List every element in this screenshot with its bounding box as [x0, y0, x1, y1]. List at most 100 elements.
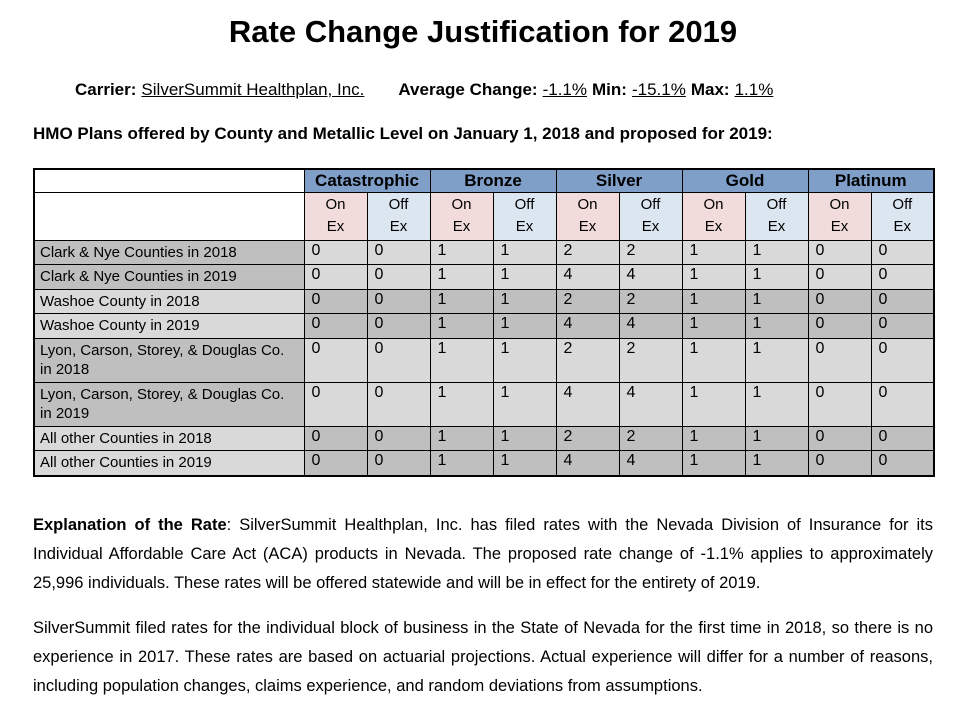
value-cell: 0: [870, 381, 935, 427]
value-cell: 0: [807, 381, 872, 427]
value-cell: 0: [303, 239, 368, 265]
row-label: Lyon, Carson, Storey, & Douglas Co. in 2…: [33, 381, 305, 427]
off-ex-header-gold: Off Ex: [744, 191, 809, 241]
off-ex-header-bronze: Off Ex: [492, 191, 557, 241]
value-cell: 0: [303, 288, 368, 314]
table-row: All other Counties in 2019 0 0 1 1 4 4 1 1 0 0: [33, 450, 935, 476]
value-cell: 1: [429, 264, 494, 290]
value-cell: 1: [492, 239, 557, 265]
value-cell: 4: [618, 450, 683, 476]
value-cell: 1: [429, 313, 494, 339]
min-label: Min:: [592, 80, 627, 99]
corner-cell: [33, 191, 305, 241]
on-ex-header-catastrophic: On Ex: [303, 191, 368, 241]
value-cell: 1: [429, 288, 494, 314]
value-cell: 1: [744, 313, 809, 339]
value-cell: 1: [681, 450, 746, 476]
table-row: Clark & Nye Counties in 2019 0 0 1 1 4 4 1 1 0 0: [33, 264, 935, 290]
value-cell: 2: [555, 425, 620, 451]
off-ex-header-platinum: Off Ex: [870, 191, 935, 241]
min-value: -15.1%: [631, 80, 686, 99]
value-cell: 2: [618, 239, 683, 265]
exchange-header-row: On Ex Off Ex On Ex Off Ex On Ex Off Ex On Ex Of…: [33, 191, 935, 241]
row-label: Washoe County in 2019: [33, 313, 305, 339]
value-cell: 0: [303, 337, 368, 383]
value-cell: 1: [744, 288, 809, 314]
off-ex-header-catastrophic: Off Ex: [366, 191, 431, 241]
value-cell: 1: [681, 288, 746, 314]
value-cell: 0: [870, 425, 935, 451]
average-change-label: Average Change:: [398, 80, 538, 99]
value-cell: 2: [555, 288, 620, 314]
value-cell: 0: [807, 288, 872, 314]
row-label: Clark & Nye Counties in 2018: [33, 239, 305, 265]
value-cell: 0: [366, 337, 431, 383]
value-cell: 1: [492, 264, 557, 290]
value-cell: 1: [744, 239, 809, 265]
table-row: All other Counties in 2018 0 0 1 1 2 2 1 1 0 0: [33, 425, 935, 451]
metal-header-row: Catastrophic Bronze Silver Gold Platinum: [33, 168, 935, 193]
value-cell: 2: [618, 288, 683, 314]
value-cell: 0: [303, 264, 368, 290]
value-cell: 0: [303, 425, 368, 451]
value-cell: 4: [618, 313, 683, 339]
value-cell: 0: [807, 239, 872, 265]
value-cell: 0: [870, 239, 935, 265]
value-cell: 1: [744, 337, 809, 383]
plans-table: Catastrophic Bronze Silver Gold Platinum On …: [33, 168, 936, 477]
value-cell: 1: [681, 264, 746, 290]
table-row: Washoe County in 2018 0 0 1 1 2 2 1 1 0 0: [33, 288, 935, 314]
value-cell: 0: [303, 450, 368, 476]
value-cell: 0: [870, 337, 935, 383]
on-ex-header-bronze: On Ex: [429, 191, 494, 241]
value-cell: 2: [618, 425, 683, 451]
value-cell: 0: [366, 450, 431, 476]
value-cell: 2: [555, 239, 620, 265]
value-cell: 0: [807, 337, 872, 383]
explanation-paragraph: Explanation of the Rate: SilverSummit He…: [33, 511, 933, 598]
carrier-label: Carrier:: [75, 80, 137, 99]
value-cell: 1: [744, 450, 809, 476]
off-ex-header-silver: Off Ex: [618, 191, 683, 241]
corner-cell: [33, 168, 305, 193]
value-cell: 1: [429, 337, 494, 383]
value-cell: 1: [681, 425, 746, 451]
max-label: Max:: [690, 80, 730, 99]
value-cell: 0: [366, 288, 431, 314]
value-cell: 0: [807, 425, 872, 451]
explanation-lead: Explanation of the Rate: [33, 515, 227, 534]
value-cell: 4: [618, 264, 683, 290]
value-cell: 1: [492, 288, 557, 314]
table-row: Lyon, Carson, Storey, & Douglas Co. in 2…: [33, 381, 935, 427]
value-cell: 0: [303, 381, 368, 427]
row-label: Clark & Nye Counties in 2019: [33, 264, 305, 290]
value-cell: 1: [744, 264, 809, 290]
value-cell: 4: [555, 264, 620, 290]
value-cell: 1: [429, 450, 494, 476]
metal-header-silver: Silver: [555, 168, 683, 193]
value-cell: 0: [366, 264, 431, 290]
value-cell: 1: [681, 337, 746, 383]
value-cell: 0: [366, 313, 431, 339]
value-cell: 1: [681, 313, 746, 339]
value-cell: 2: [618, 337, 683, 383]
value-cell: 1: [744, 425, 809, 451]
value-cell: 1: [492, 450, 557, 476]
value-cell: 1: [429, 425, 494, 451]
value-cell: 1: [429, 381, 494, 427]
value-cell: 0: [366, 425, 431, 451]
carrier-value: SilverSummit Healthplan, Inc.: [141, 80, 365, 99]
value-cell: 0: [366, 239, 431, 265]
value-cell: 0: [870, 313, 935, 339]
value-cell: 0: [870, 264, 935, 290]
on-ex-header-platinum: On Ex: [807, 191, 872, 241]
value-cell: 0: [807, 450, 872, 476]
carrier-line: Carrier: SilverSummit Healthplan, Inc. Ave…: [75, 80, 933, 100]
row-label: All other Counties in 2019: [33, 450, 305, 476]
on-ex-header-silver: On Ex: [555, 191, 620, 241]
value-cell: 1: [492, 425, 557, 451]
metal-header-bronze: Bronze: [429, 168, 557, 193]
table-row: Washoe County in 2019 0 0 1 1 4 4 1 1 0 0: [33, 313, 935, 339]
max-value: 1.1%: [734, 80, 774, 99]
row-label: Lyon, Carson, Storey, & Douglas Co. in 2…: [33, 337, 305, 383]
